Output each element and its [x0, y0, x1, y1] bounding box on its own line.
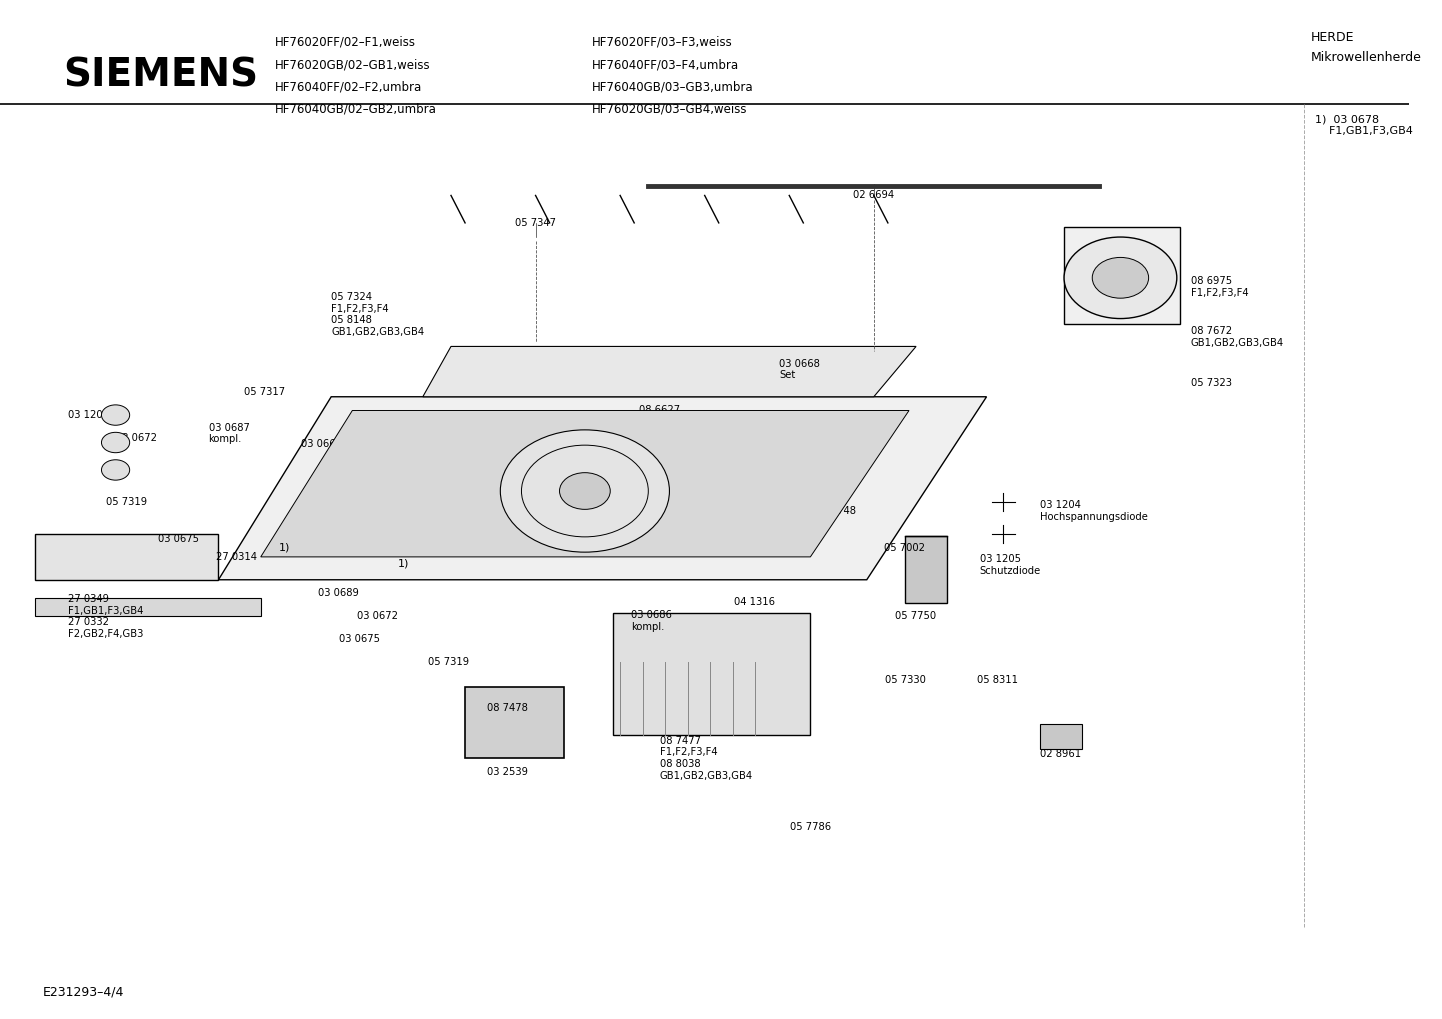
- Text: 03 0668
Set: 03 0668 Set: [779, 359, 820, 380]
- Circle shape: [1064, 237, 1177, 319]
- Text: HF76040GB/03–GB3,umbra: HF76040GB/03–GB3,umbra: [591, 81, 754, 94]
- Text: HF76020FF/03–F3,weiss: HF76020FF/03–F3,weiss: [591, 36, 733, 49]
- Text: 05 7330: 05 7330: [885, 676, 926, 686]
- Text: 05 7750: 05 7750: [895, 611, 936, 622]
- Polygon shape: [35, 534, 218, 580]
- FancyBboxPatch shape: [613, 613, 810, 736]
- Text: HF76040GB/02–GB2,umbra: HF76040GB/02–GB2,umbra: [275, 103, 437, 116]
- FancyBboxPatch shape: [904, 536, 947, 602]
- Circle shape: [559, 473, 610, 510]
- FancyBboxPatch shape: [466, 687, 564, 758]
- Text: 08 6975
F1,F2,F3,F4: 08 6975 F1,F2,F3,F4: [1191, 276, 1249, 298]
- FancyBboxPatch shape: [1064, 227, 1180, 324]
- Polygon shape: [261, 411, 908, 557]
- Text: 03 0689: 03 0689: [317, 589, 359, 598]
- Text: 03 0687
kompl.: 03 0687 kompl.: [209, 423, 249, 444]
- Circle shape: [101, 460, 130, 480]
- Text: 07 2176: 07 2176: [360, 415, 401, 425]
- Text: 08 7478: 08 7478: [487, 703, 528, 713]
- Text: 27 0349
F1,GB1,F3,GB4
27 0332
F2,GB2,F4,GB3: 27 0349 F1,GB1,F3,GB4 27 0332 F2,GB2,F4,…: [68, 594, 143, 639]
- Text: 05 7319: 05 7319: [428, 657, 469, 667]
- Text: 05 7323: 05 7323: [1191, 378, 1231, 388]
- Text: 03 1200: 03 1200: [68, 410, 108, 420]
- Text: 08 7672
GB1,GB2,GB3,GB4: 08 7672 GB1,GB2,GB3,GB4: [1191, 326, 1283, 348]
- Text: 1)  03 0678
    F1,GB1,F3,GB4: 1) 03 0678 F1,GB1,F3,GB4: [1315, 114, 1413, 136]
- Text: 08 6626: 08 6626: [825, 455, 865, 466]
- Text: SIEMENS: SIEMENS: [63, 56, 258, 94]
- Text: 03 0675: 03 0675: [339, 634, 379, 644]
- Text: Mikrowellenherde: Mikrowellenherde: [1311, 51, 1422, 64]
- Text: HERDE: HERDE: [1311, 31, 1354, 44]
- Text: 05 7324
F1,F2,F3,F4
05 8148
GB1,GB2,GB3,GB4: 05 7324 F1,F2,F3,F4 05 8148 GB1,GB2,GB3,…: [332, 292, 424, 337]
- Text: 05 8311: 05 8311: [976, 676, 1018, 686]
- Text: 08 7477
F1,F2,F3,F4
08 8038
GB1,GB2,GB3,GB4: 08 7477 F1,F2,F3,F4 08 8038 GB1,GB2,GB3,…: [659, 736, 753, 781]
- FancyBboxPatch shape: [1040, 723, 1083, 749]
- Text: 27 0313
Set: 27 0313 Set: [578, 491, 619, 513]
- Text: 03 0675: 03 0675: [157, 534, 199, 543]
- Circle shape: [101, 405, 130, 425]
- Text: 03 0686
kompl.: 03 0686 kompl.: [632, 610, 672, 632]
- Text: 1): 1): [398, 558, 410, 569]
- Text: 05 7317: 05 7317: [244, 387, 286, 397]
- Polygon shape: [423, 346, 916, 396]
- Text: 05 7786: 05 7786: [790, 822, 831, 832]
- FancyBboxPatch shape: [35, 598, 261, 616]
- Text: 27 0314: 27 0314: [216, 552, 257, 561]
- Text: 03 0666: 03 0666: [301, 439, 342, 449]
- Text: 02 6700: 02 6700: [620, 433, 662, 443]
- Text: 03 1205
Schutzdiode: 03 1205 Schutzdiode: [979, 554, 1041, 576]
- Text: E231293–4/4: E231293–4/4: [42, 985, 124, 999]
- Circle shape: [101, 432, 130, 452]
- Text: HF76020GB/03–GB4,weiss: HF76020GB/03–GB4,weiss: [591, 103, 747, 116]
- Text: 1): 1): [280, 543, 290, 552]
- Text: 04 1316: 04 1316: [734, 597, 774, 606]
- Text: 03 1204
Hochspannungsdiode: 03 1204 Hochspannungsdiode: [1040, 500, 1148, 522]
- Circle shape: [1092, 258, 1149, 299]
- Text: HF76040FF/02–F2,umbra: HF76040FF/02–F2,umbra: [275, 81, 423, 94]
- Text: 03 0672: 03 0672: [358, 611, 398, 622]
- Text: 02 8961: 02 8961: [1040, 749, 1082, 758]
- Text: 03 0672: 03 0672: [117, 433, 157, 443]
- Text: 05 7347: 05 7347: [515, 218, 557, 228]
- Text: HF76020FF/02–F1,weiss: HF76020FF/02–F1,weiss: [275, 36, 415, 49]
- Text: 05 7319: 05 7319: [105, 497, 147, 507]
- Text: 02 6701: 02 6701: [607, 461, 647, 471]
- Text: 05 7748: 05 7748: [815, 506, 855, 517]
- Text: HF76040FF/03–F4,umbra: HF76040FF/03–F4,umbra: [591, 58, 740, 71]
- Text: 05 7002: 05 7002: [884, 543, 924, 552]
- Circle shape: [500, 430, 669, 552]
- Text: 02 6694: 02 6694: [854, 191, 894, 201]
- Text: HF76020GB/02–GB1,weiss: HF76020GB/02–GB1,weiss: [275, 58, 431, 71]
- Polygon shape: [218, 396, 986, 580]
- Text: 08 6627: 08 6627: [639, 406, 681, 416]
- Text: 03 2539: 03 2539: [487, 767, 528, 776]
- FancyBboxPatch shape: [339, 412, 388, 442]
